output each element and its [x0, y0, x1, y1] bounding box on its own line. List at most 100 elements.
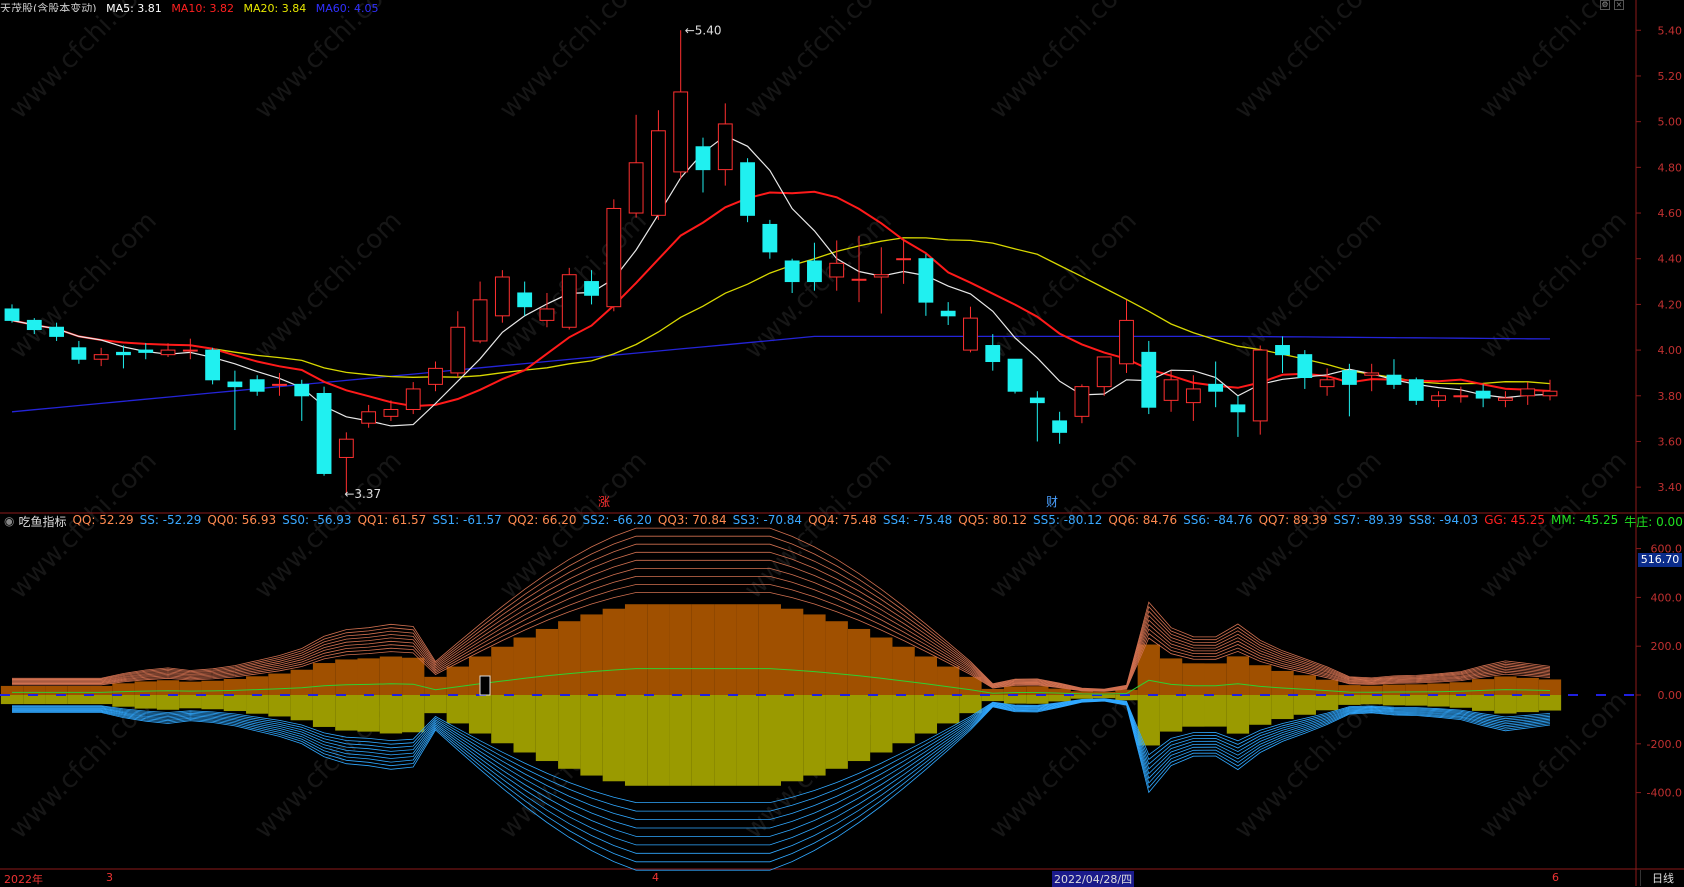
indicator-bar-neg [781, 695, 804, 782]
indicator-tick-label-5: -400.0 [1647, 787, 1682, 800]
candle-body [1141, 351, 1157, 408]
indicator-bar-neg [1494, 695, 1517, 714]
candle-body [49, 326, 64, 337]
indicator-bar-neg [1271, 695, 1294, 720]
indicator-toggle-icon[interactable]: ◉ [4, 514, 15, 528]
indicator-bar-neg [1338, 695, 1361, 705]
candle-body [205, 349, 221, 381]
candle-body [517, 292, 533, 308]
candle-body [1252, 349, 1268, 422]
indicator-bar-neg [201, 695, 224, 710]
indicator-bar-neg [1093, 695, 1116, 699]
indicator-bar-pos [892, 646, 915, 695]
price-tick-label-9: 3.60 [1658, 435, 1683, 448]
candle-body [116, 351, 131, 356]
candle-body [1498, 397, 1513, 401]
indicator-bar-neg [602, 695, 625, 782]
indicator-bar-pos [1271, 670, 1294, 695]
indicator-bar-neg [1538, 695, 1562, 711]
indicator-value-11: SS4: -75.48 [882, 512, 953, 527]
candle-body [1074, 386, 1090, 417]
indicator-bar-neg [714, 695, 737, 786]
indicator-bar-neg [847, 695, 871, 762]
indicator-bar-neg [513, 695, 536, 753]
indicator-value-17: SS7: -89.39 [1333, 512, 1403, 527]
candle-body [1007, 358, 1023, 392]
indicator-bar-neg [1204, 695, 1227, 727]
candle-body [1052, 420, 1068, 433]
ma10-line [11, 190, 1551, 408]
indicator-bar-neg [1516, 695, 1539, 713]
candle-body [249, 379, 265, 392]
price-tick-label-8: 3.80 [1658, 390, 1683, 403]
indicator-bar-pos [246, 676, 269, 695]
indicator-value-15: SS6: -84.76 [1183, 512, 1253, 527]
indicator-value-13: SS5: -80.12 [1033, 512, 1103, 527]
indicator-bar-pos [825, 621, 848, 695]
indicator-bar-neg [424, 695, 447, 714]
indicator-bar-neg [468, 695, 492, 734]
indicator-bar-neg [1315, 695, 1339, 711]
date-label-year: 2022年 [4, 873, 43, 886]
candle-body [963, 317, 978, 351]
candle-body [628, 162, 644, 214]
indicator-qq-line [12, 551, 1551, 691]
indicator-value-20: MM: -45.25 [1551, 512, 1619, 527]
indicator-bar-pos [847, 628, 871, 695]
candle-body [851, 278, 867, 281]
indicator-bar-pos [1204, 663, 1227, 695]
indicator-tick-label-2: 200.0 [1651, 640, 1683, 653]
indicator-qq-line [12, 568, 1551, 692]
candle-body [1163, 379, 1179, 401]
settings-icon[interactable]: ⚙ [1600, 0, 1610, 10]
indicator-bar-pos [90, 685, 113, 695]
ma20-line [11, 237, 1551, 385]
indicator-bar-pos [23, 685, 46, 695]
indicator-gg-line [12, 668, 1551, 695]
period-button[interactable]: 日线 [1640, 870, 1684, 886]
indicator-bar-neg [402, 695, 425, 733]
indicator-bar-neg [1293, 695, 1316, 715]
candle-body [1408, 379, 1424, 401]
indicator-bar-pos [112, 683, 135, 695]
indicator-bar-pos [1182, 663, 1205, 695]
candle-body [539, 308, 555, 321]
candle-body [650, 130, 666, 216]
indicator-bar-neg [0, 695, 24, 705]
indicator-bar-pos [1026, 686, 1049, 695]
indicator-bar-neg [1137, 695, 1160, 746]
window-controls: ⚙ × [1600, 0, 1634, 12]
ma60-line [11, 335, 1551, 413]
indicator-bar-pos [268, 673, 291, 695]
marker-finance: 财 [1046, 495, 1058, 509]
indicator-bar-neg [1427, 695, 1450, 707]
indicator-bar-pos [624, 604, 648, 695]
close-icon[interactable]: × [1614, 0, 1624, 10]
watermark-text: www.cfchi.com [1474, 0, 1633, 125]
indicator-value-10: QQ4: 75.48 [808, 512, 877, 527]
indicator-bar-pos [691, 604, 715, 695]
indicator-qq-line [12, 576, 1551, 692]
date-label-april: 4 [652, 871, 659, 884]
indicator-tick-label-0: 600.0 [1651, 543, 1683, 556]
indicator-bar-pos [1115, 689, 1138, 695]
candle-body [606, 207, 622, 308]
indicator-bar-pos [45, 685, 68, 695]
indicator-ss-line [12, 698, 1551, 820]
indicator-name[interactable]: 吃鱼指标 [18, 514, 67, 529]
indicator-bar-pos [357, 658, 380, 695]
indicator-bar-pos [0, 685, 24, 695]
indicator-bar-neg [23, 695, 46, 705]
indicator-qq-line [12, 559, 1551, 691]
indicator-bar-neg [937, 695, 960, 724]
indicator-ss-line [12, 698, 1551, 812]
indicator-bar-pos [156, 680, 180, 695]
indicator-bar-neg [758, 695, 781, 786]
indicator-bar-pos [335, 659, 358, 695]
candle-body [1386, 374, 1402, 385]
indicator-bar-neg [1003, 695, 1027, 704]
ma5-label: MA5: 3.81 [106, 2, 162, 12]
candle-body [227, 381, 243, 388]
date-label-march: 3 [106, 871, 113, 884]
